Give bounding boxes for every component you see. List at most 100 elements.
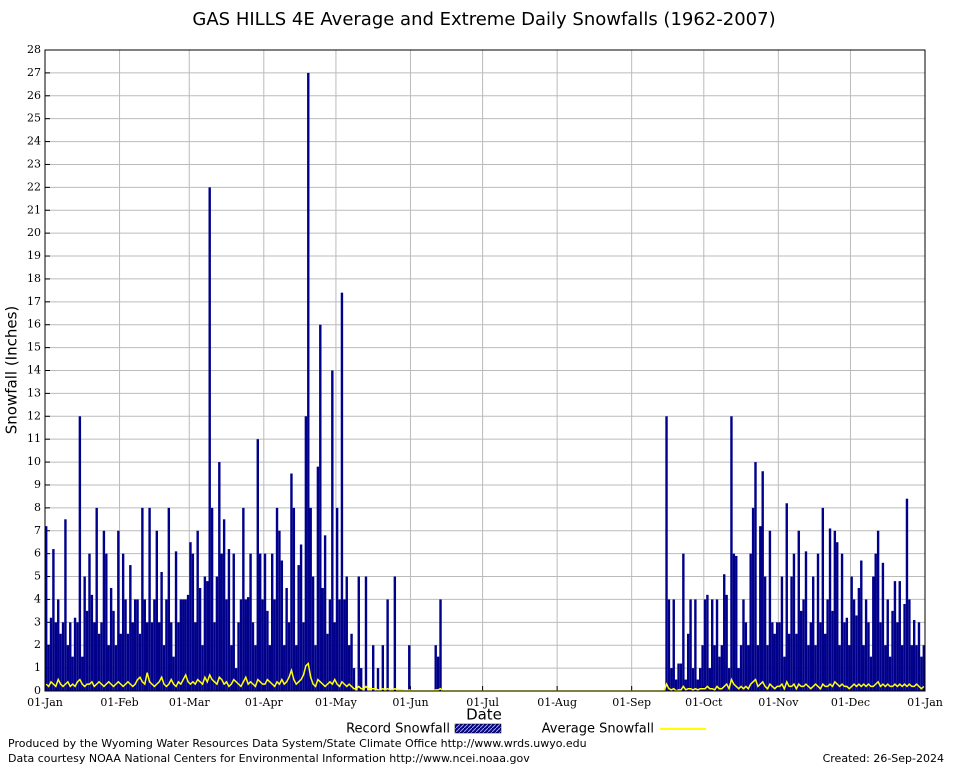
bar [338, 599, 341, 691]
bar [323, 535, 327, 691]
bar [744, 622, 748, 691]
bar [287, 622, 291, 691]
bar [49, 617, 53, 691]
bar [311, 576, 315, 691]
bar [165, 599, 168, 691]
bar [881, 562, 885, 691]
bar [121, 553, 125, 691]
bar [879, 622, 882, 691]
bar [275, 507, 279, 691]
bar [314, 645, 317, 691]
bar [232, 553, 235, 691]
bar [795, 633, 798, 691]
bar [78, 416, 82, 691]
bar [826, 599, 829, 691]
bar [184, 599, 187, 691]
bar [691, 668, 695, 691]
bar [821, 507, 825, 691]
bar [833, 530, 837, 691]
bar [297, 565, 300, 691]
plot-area [44, 49, 926, 692]
bar [160, 571, 163, 691]
bar [768, 530, 772, 691]
bar [254, 645, 257, 691]
bar [73, 617, 77, 691]
bar [129, 565, 132, 691]
bar [285, 587, 288, 691]
bar [900, 645, 904, 691]
bar [66, 645, 70, 691]
bar [862, 645, 865, 691]
bar [754, 462, 757, 691]
bar [117, 530, 120, 691]
bar [386, 599, 389, 691]
bar [155, 530, 159, 691]
bar [723, 574, 726, 691]
bar [864, 599, 868, 691]
bar [109, 587, 113, 691]
y-tick-label: 5 [34, 570, 41, 583]
bar [107, 645, 110, 691]
bar [321, 587, 324, 691]
y-tick-label: 0 [34, 684, 41, 697]
bar [283, 645, 286, 691]
x-tick-label: 01-Sep [612, 696, 651, 709]
bar [735, 555, 738, 691]
x-tick-label: 01-Jul [466, 696, 499, 709]
bar [408, 645, 411, 691]
bar [196, 530, 199, 691]
y-tick-label: 9 [34, 478, 41, 491]
bar [838, 645, 841, 691]
bar [689, 599, 692, 691]
bar [434, 645, 437, 691]
bar [57, 599, 60, 691]
bar [751, 507, 755, 691]
bar [172, 656, 175, 691]
bar [263, 553, 267, 691]
x-tick-label: 01-May [315, 696, 358, 709]
bar [194, 622, 197, 691]
x-tick-label: 01-Apr [245, 696, 284, 709]
bar [886, 599, 889, 691]
bar [749, 553, 752, 691]
y-tick-label: 16 [27, 318, 41, 331]
bar [333, 622, 336, 691]
y-tick-label: 6 [34, 547, 41, 560]
x-tick-label: 01-Jan [27, 696, 63, 709]
bar [105, 553, 108, 691]
bar [271, 553, 274, 691]
y-tick-label: 8 [34, 501, 41, 514]
bar [302, 622, 305, 691]
bar [350, 633, 353, 691]
bar [141, 507, 144, 691]
bar [912, 620, 916, 691]
chart-title: GAS HILLS 4E Average and Extreme Daily S… [192, 9, 775, 30]
bar [64, 519, 67, 691]
bar [771, 622, 774, 691]
bar [922, 645, 925, 691]
bar [242, 507, 245, 691]
y-tick-label: 28 [27, 43, 41, 56]
bar [179, 599, 183, 691]
bar [136, 599, 139, 691]
bar [237, 622, 240, 691]
bar [85, 610, 89, 691]
bar [860, 560, 863, 691]
bar [780, 576, 784, 691]
bar [359, 668, 363, 691]
bar [773, 633, 776, 691]
bar [71, 656, 74, 691]
x-tick-label: 01-Nov [758, 696, 799, 709]
bar [665, 416, 668, 691]
bar [191, 553, 195, 691]
bar [920, 656, 923, 691]
bar [47, 645, 50, 691]
bar [97, 633, 101, 691]
bar [222, 519, 226, 691]
bar [88, 553, 91, 691]
bar [158, 622, 161, 691]
bar [213, 622, 216, 691]
x-tick-label: 01-Aug [537, 696, 577, 709]
bar [845, 617, 849, 691]
bar [174, 551, 178, 691]
